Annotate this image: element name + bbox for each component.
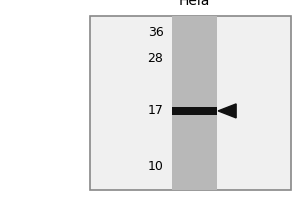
Text: 36: 36 bbox=[148, 26, 164, 39]
FancyBboxPatch shape bbox=[90, 16, 291, 190]
FancyBboxPatch shape bbox=[172, 107, 217, 115]
FancyBboxPatch shape bbox=[172, 16, 217, 190]
Text: 28: 28 bbox=[148, 52, 164, 65]
Text: 10: 10 bbox=[148, 160, 164, 173]
Text: Hela: Hela bbox=[179, 0, 210, 8]
Polygon shape bbox=[218, 104, 236, 118]
Text: 17: 17 bbox=[148, 104, 164, 117]
